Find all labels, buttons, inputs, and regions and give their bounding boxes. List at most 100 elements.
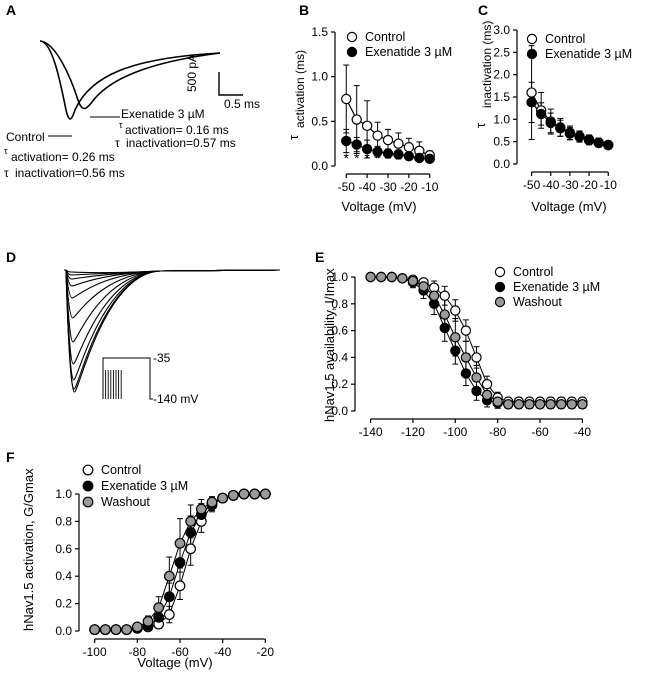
panel-label-d: D <box>6 249 16 265</box>
data-point <box>351 114 362 125</box>
x-tick-label: -20 <box>580 178 598 192</box>
legend-label: Washout <box>101 495 150 509</box>
data-point <box>89 624 101 636</box>
panel-label-b: B <box>299 2 309 18</box>
panel-a-traces <box>39 40 243 137</box>
data-point <box>526 97 537 108</box>
data-point <box>439 322 450 334</box>
data-point <box>206 496 218 508</box>
current-trace <box>64 269 281 390</box>
legend-label: Exenatide 3 µM <box>365 45 452 59</box>
x-tick-label: -30 <box>561 178 579 192</box>
legend-label: Exenatide 3 µM <box>101 479 188 493</box>
significance-marker: * <box>375 150 381 166</box>
data-point <box>393 138 404 149</box>
data-point <box>249 488 261 500</box>
legend-marker <box>526 48 538 60</box>
y-tick-label: 0.0 <box>493 157 510 171</box>
x-tick-label: -140 <box>359 425 383 439</box>
data-point <box>556 399 567 410</box>
protocol-bottom-label: -140 mV <box>153 392 198 406</box>
data-point <box>424 153 435 165</box>
panel-b-xlabel: Voltage (mV) <box>341 199 416 214</box>
x-tick-label: -40 <box>214 645 232 659</box>
data-point <box>185 516 197 527</box>
x-tick-label: -60 <box>171 645 189 659</box>
legend-marker <box>494 266 506 278</box>
panel-f-xlabel: Voltage (mV) <box>137 655 212 670</box>
exenatide-trace <box>39 40 221 110</box>
chart-c: 0.0 0.5 1.0 1.5 2.0 2.5 3.0 -50 -40 -30 -20 -10 Cont… <box>493 23 632 192</box>
data-point <box>526 87 537 98</box>
control-annotation-title: Control <box>6 130 45 144</box>
chart-b: 0.00.51.01.5-50 -40 -30 -20 -10* * * *ControlEx… <box>311 25 452 194</box>
panel-label-e: E <box>315 249 324 265</box>
panel-d-traces <box>64 269 281 393</box>
panel-c-xlabel: Voltage (mV) <box>531 199 606 214</box>
y-tick-label: 0.6 <box>331 324 348 338</box>
data-point <box>403 150 415 162</box>
data-point <box>439 290 450 301</box>
legend-marker <box>82 464 94 476</box>
data-point <box>259 488 271 500</box>
data-point <box>163 591 175 603</box>
x-tick-label: -20 <box>400 180 418 194</box>
data-point <box>428 290 440 301</box>
current-trace <box>64 269 281 343</box>
data-point <box>403 142 415 153</box>
data-point <box>375 271 387 283</box>
data-point <box>603 140 614 151</box>
x-tick-label: -40 <box>574 425 592 439</box>
scale-current-label: 500 pA <box>185 54 199 92</box>
data-point <box>382 134 394 146</box>
data-point <box>110 624 122 636</box>
y-tick-label: 0.4 <box>55 569 72 583</box>
significance-marker: * <box>354 150 360 166</box>
x-tick-label: -10 <box>421 180 439 194</box>
legend-marker <box>82 496 94 508</box>
data-point <box>566 399 578 410</box>
data-point <box>545 117 556 129</box>
data-point <box>99 624 111 636</box>
tau-symbol: τ <box>119 120 123 130</box>
legend-label: Exenatide 3 µM <box>513 280 600 294</box>
scale-time-label: 0.5 ms <box>224 97 260 111</box>
panel-c-ylabel: inactivation (ms) <box>480 21 494 108</box>
x-tick-label: -100 <box>443 425 467 439</box>
y-tick-label: 0.2 <box>331 377 348 391</box>
y-tick-label: 2.5 <box>493 45 510 59</box>
data-point <box>481 379 493 390</box>
protocol-top-label: -35 <box>153 351 171 365</box>
panel-e-ylabel: hNav1.5 availability, I/Imax <box>322 268 337 422</box>
legend-label: Control <box>545 32 585 46</box>
data-point <box>174 537 186 549</box>
legend-label: Washout <box>513 295 562 309</box>
scale-bar <box>218 72 243 96</box>
x-tick-label: -50 <box>523 178 541 192</box>
data-point <box>524 399 535 410</box>
data-point <box>121 624 133 636</box>
legend-marker <box>494 296 506 308</box>
control-trace <box>39 40 221 120</box>
data-point <box>545 399 556 410</box>
legend-marker <box>346 46 358 58</box>
legend-marker <box>82 480 94 492</box>
data-point <box>185 526 197 538</box>
data-point <box>131 621 143 633</box>
panel-b-ylabel: activation (ms) <box>293 50 307 128</box>
data-point <box>460 368 472 379</box>
exenatide-annotation-title: Exenatide 3 µM <box>121 107 205 121</box>
tau-symbol: τ <box>115 136 120 150</box>
current-trace <box>64 269 281 280</box>
x-tick-label: -40 <box>358 180 376 194</box>
x-tick-label: -120 <box>401 425 425 439</box>
y-tick-label: 3.0 <box>493 23 510 37</box>
data-point <box>163 609 175 620</box>
tau-symbol: τ <box>4 166 9 180</box>
chart-e: 0.0 0.2 0.4 0.6 0.8 1.0 -140 -120 -100 -80 -60 -40 C… <box>331 265 600 439</box>
x-tick-label: -60 <box>531 425 549 439</box>
y-tick-label: 0.5 <box>493 135 510 149</box>
y-tick-label: 0.8 <box>55 514 72 528</box>
y-tick-label: 0.0 <box>311 159 328 173</box>
y-tick-label: 1.5 <box>493 90 510 104</box>
